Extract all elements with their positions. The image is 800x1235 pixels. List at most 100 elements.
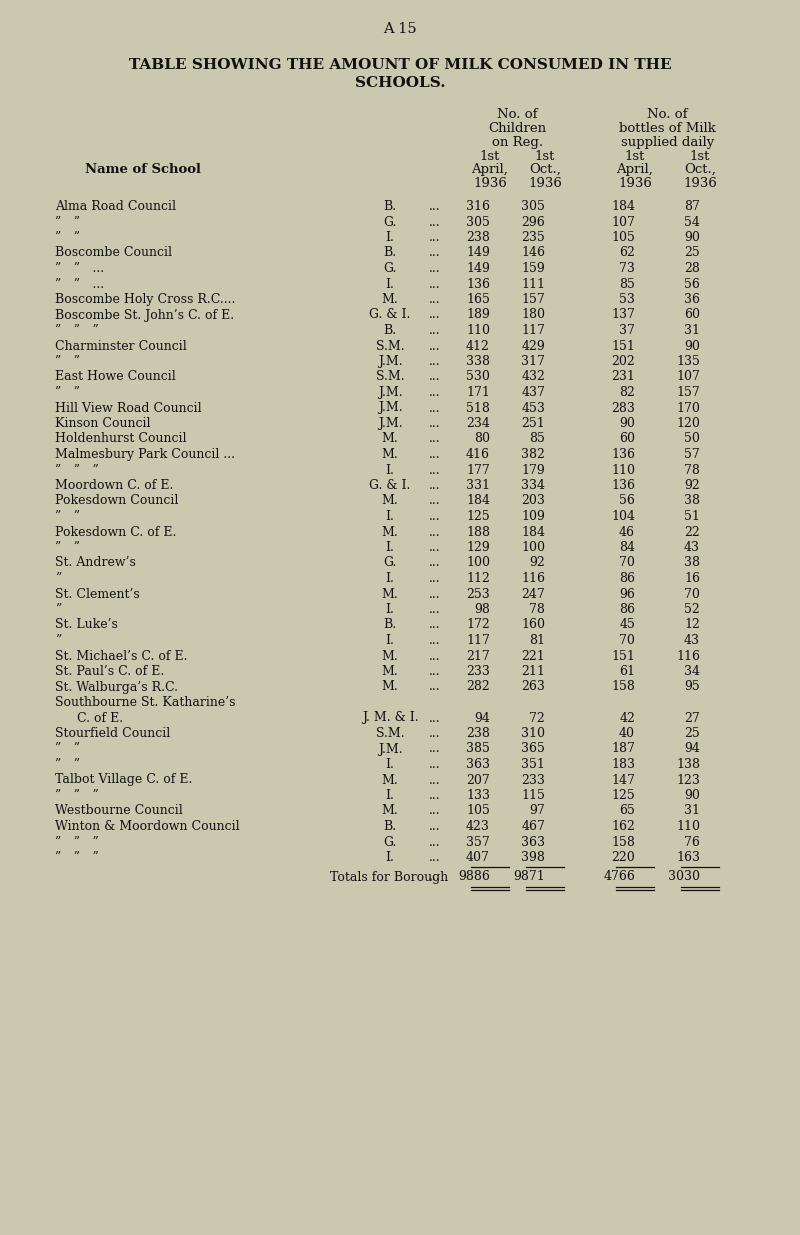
Text: ” ” ”: ” ” ” — [55, 851, 98, 864]
Text: 310: 310 — [521, 727, 545, 740]
Text: 151: 151 — [611, 340, 635, 352]
Text: 334: 334 — [521, 479, 545, 492]
Text: ” ”: ” ” — [55, 354, 80, 368]
Text: ...: ... — [429, 789, 441, 802]
Text: I.: I. — [386, 572, 394, 585]
Text: 235: 235 — [522, 231, 545, 245]
Text: 1st: 1st — [625, 149, 645, 163]
Text: ...: ... — [429, 851, 441, 864]
Text: ...: ... — [429, 463, 441, 477]
Text: 233: 233 — [521, 773, 545, 787]
Text: 116: 116 — [521, 572, 545, 585]
Text: 282: 282 — [466, 680, 490, 694]
Text: Southbourne St. Katharine’s: Southbourne St. Katharine’s — [55, 697, 235, 709]
Text: 171: 171 — [466, 387, 490, 399]
Text: 247: 247 — [522, 588, 545, 600]
Text: 133: 133 — [466, 789, 490, 802]
Text: 9886: 9886 — [458, 871, 490, 883]
Text: ...: ... — [429, 215, 441, 228]
Text: ...: ... — [429, 324, 441, 337]
Text: ” ” ...: ” ” ... — [55, 262, 104, 275]
Text: 137: 137 — [611, 309, 635, 321]
Text: 163: 163 — [676, 851, 700, 864]
Text: 189: 189 — [466, 309, 490, 321]
Text: 53: 53 — [619, 293, 635, 306]
Text: ...: ... — [429, 572, 441, 585]
Text: 85: 85 — [619, 278, 635, 290]
Text: 188: 188 — [466, 526, 490, 538]
Text: 1936: 1936 — [528, 177, 562, 190]
Text: 100: 100 — [466, 557, 490, 569]
Text: ...: ... — [429, 871, 441, 883]
Text: 123: 123 — [676, 773, 700, 787]
Text: Pokesdown Council: Pokesdown Council — [55, 494, 178, 508]
Text: Pokesdown C. of E.: Pokesdown C. of E. — [55, 526, 176, 538]
Text: ...: ... — [429, 526, 441, 538]
Text: 86: 86 — [619, 572, 635, 585]
Text: 231: 231 — [611, 370, 635, 384]
Text: ” ”: ” ” — [55, 510, 80, 522]
Text: 84: 84 — [619, 541, 635, 555]
Text: 78: 78 — [529, 603, 545, 616]
Text: ...: ... — [429, 603, 441, 616]
Text: 136: 136 — [466, 278, 490, 290]
Text: St. Clement’s: St. Clement’s — [55, 588, 140, 600]
Text: 357: 357 — [466, 836, 490, 848]
Text: M.: M. — [382, 804, 398, 818]
Text: Boscombe St. John’s C. of E.: Boscombe St. John’s C. of E. — [55, 309, 234, 321]
Text: 365: 365 — [521, 742, 545, 756]
Text: S.M.: S.M. — [376, 370, 404, 384]
Text: ...: ... — [429, 634, 441, 647]
Text: Name of School: Name of School — [85, 163, 201, 177]
Text: 162: 162 — [611, 820, 635, 832]
Text: 78: 78 — [684, 463, 700, 477]
Text: 45: 45 — [619, 619, 635, 631]
Text: 90: 90 — [684, 231, 700, 245]
Text: 338: 338 — [466, 354, 490, 368]
Text: M.: M. — [382, 588, 398, 600]
Text: 111: 111 — [521, 278, 545, 290]
Text: 253: 253 — [466, 588, 490, 600]
Text: 125: 125 — [611, 789, 635, 802]
Text: St. Michael’s C. of E.: St. Michael’s C. of E. — [55, 650, 187, 662]
Text: 107: 107 — [676, 370, 700, 384]
Text: I.: I. — [386, 463, 394, 477]
Text: ...: ... — [429, 804, 441, 818]
Text: supplied daily: supplied daily — [621, 136, 714, 149]
Text: 120: 120 — [676, 417, 700, 430]
Text: 363: 363 — [466, 758, 490, 771]
Text: TABLE SHOWING THE AMOUNT OF MILK CONSUMED IN THE: TABLE SHOWING THE AMOUNT OF MILK CONSUME… — [129, 58, 671, 72]
Text: ...: ... — [429, 448, 441, 461]
Text: ...: ... — [429, 401, 441, 415]
Text: 92: 92 — [530, 557, 545, 569]
Text: 1st: 1st — [690, 149, 710, 163]
Text: 316: 316 — [466, 200, 490, 212]
Text: Westbourne Council: Westbourne Council — [55, 804, 182, 818]
Text: 87: 87 — [684, 200, 700, 212]
Text: M.: M. — [382, 494, 398, 508]
Text: 25: 25 — [684, 727, 700, 740]
Text: Stourfield Council: Stourfield Council — [55, 727, 170, 740]
Text: Oct.,: Oct., — [684, 163, 716, 177]
Text: 385: 385 — [466, 742, 490, 756]
Text: 90: 90 — [684, 789, 700, 802]
Text: East Howe Council: East Howe Council — [55, 370, 176, 384]
Text: J.M.: J.M. — [378, 742, 402, 756]
Text: J.M.: J.M. — [378, 387, 402, 399]
Text: 56: 56 — [619, 494, 635, 508]
Text: 158: 158 — [611, 836, 635, 848]
Text: 105: 105 — [611, 231, 635, 245]
Text: 305: 305 — [466, 215, 490, 228]
Text: 351: 351 — [521, 758, 545, 771]
Text: Hill View Road Council: Hill View Road Council — [55, 401, 202, 415]
Text: J.M.: J.M. — [378, 401, 402, 415]
Text: 96: 96 — [619, 588, 635, 600]
Text: SCHOOLS.: SCHOOLS. — [354, 77, 446, 90]
Text: J.M.: J.M. — [378, 417, 402, 430]
Text: C. of E.: C. of E. — [77, 711, 123, 725]
Text: Boscombe Council: Boscombe Council — [55, 247, 172, 259]
Text: I.: I. — [386, 278, 394, 290]
Text: 220: 220 — [611, 851, 635, 864]
Text: St. Walburga’s R.C.: St. Walburga’s R.C. — [55, 680, 178, 694]
Text: 43: 43 — [684, 634, 700, 647]
